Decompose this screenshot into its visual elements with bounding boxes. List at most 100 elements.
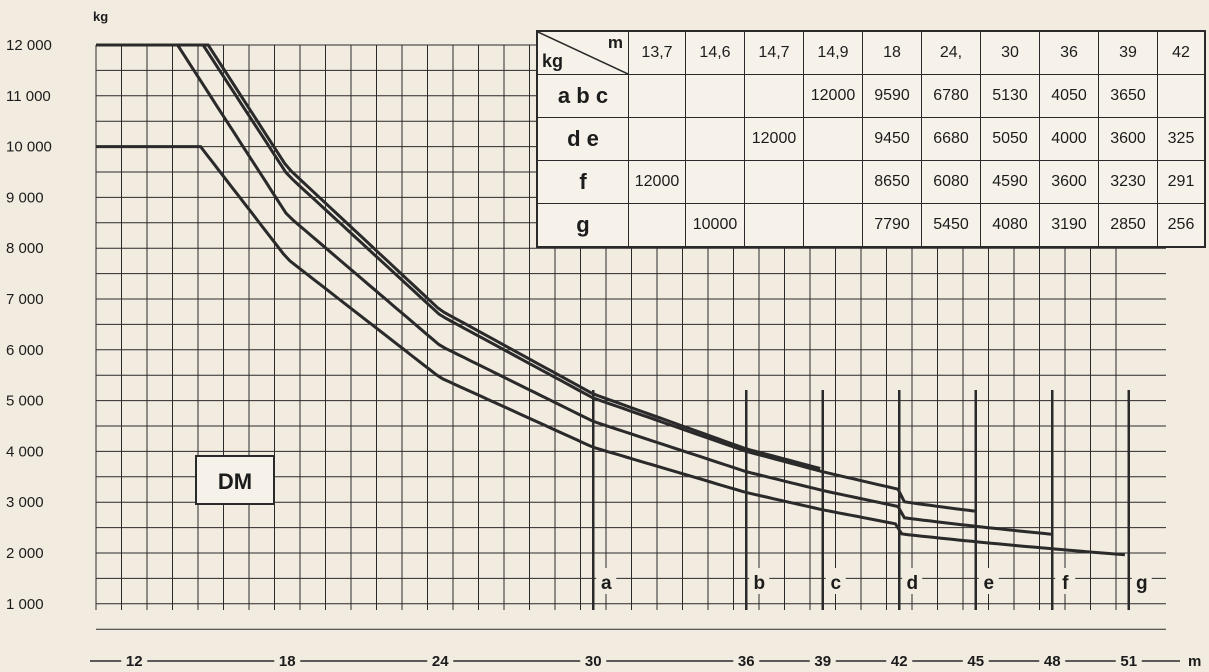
x-tick-label: 51 bbox=[1120, 653, 1137, 670]
table-cell bbox=[803, 203, 863, 248]
corner-divider bbox=[538, 32, 628, 74]
load-curves bbox=[96, 43, 1126, 557]
row-label: f bbox=[536, 160, 629, 204]
y-axis: 12 000 11 000 10 000 9 000 8 000 7 000 6 000 5 … bbox=[6, 37, 52, 613]
header-cell: 14,9 bbox=[803, 30, 863, 75]
x-tick-bg bbox=[733, 650, 760, 670]
load-curve-abc bbox=[96, 43, 821, 470]
load-curve-de bbox=[96, 43, 975, 513]
table-cell: 4590 bbox=[980, 160, 1040, 204]
y-tick-label: 9 000 bbox=[6, 189, 44, 206]
x-axis-unit: m bbox=[1188, 653, 1201, 670]
y-tick-label: 1 000 bbox=[6, 596, 44, 613]
y-tick-label: 5 000 bbox=[6, 393, 44, 410]
header-cell: 13,7 bbox=[628, 30, 686, 75]
table-cell: 10000 bbox=[685, 203, 745, 248]
y-tick-label: 11 000 bbox=[6, 88, 51, 105]
x-tick-label: 30 bbox=[585, 653, 602, 670]
boom-label-d: d bbox=[906, 573, 918, 594]
x-tick-bg bbox=[962, 650, 989, 670]
x-tick-bg bbox=[1039, 650, 1066, 670]
boom-label-bg bbox=[902, 568, 923, 594]
load-curve-g bbox=[96, 145, 1126, 557]
x-tick-label: 24 bbox=[432, 653, 449, 670]
boom-label-g: g bbox=[1136, 573, 1148, 594]
table-cell: 5130 bbox=[980, 74, 1040, 118]
boom-label-b: b bbox=[753, 573, 765, 594]
table-cell: 291 bbox=[1157, 160, 1206, 204]
table-cell bbox=[685, 160, 745, 204]
corner-m-label: m bbox=[607, 33, 623, 52]
x-tick-label: 45 bbox=[967, 653, 984, 670]
table-cell bbox=[628, 203, 686, 248]
x-tick-bg bbox=[580, 650, 607, 670]
y-axis-unit: kg bbox=[93, 9, 108, 24]
table-cell: 4050 bbox=[1039, 74, 1099, 118]
table-cell bbox=[803, 117, 863, 161]
table-cell: 6680 bbox=[921, 117, 981, 161]
table-cell: 6080 bbox=[921, 160, 981, 204]
x-tick-bg bbox=[886, 650, 913, 670]
table-cell: 3600 bbox=[1098, 117, 1158, 161]
table-cell: 7790 bbox=[862, 203, 922, 248]
boom-label-bg bbox=[1055, 568, 1076, 594]
y-tick-label: 10 000 bbox=[6, 139, 52, 156]
table-cell: 2850 bbox=[1098, 203, 1158, 248]
table-cell: 9590 bbox=[862, 74, 922, 118]
boom-label-bg bbox=[749, 568, 770, 594]
table-cell: 3230 bbox=[1098, 160, 1158, 204]
table-cell bbox=[744, 160, 804, 204]
boom-label-f: f bbox=[1062, 573, 1069, 594]
boom-label-a: a bbox=[601, 573, 612, 594]
dm-label: DM bbox=[218, 469, 252, 494]
x-tick-bg bbox=[809, 650, 836, 670]
table-cell: 12000 bbox=[744, 117, 804, 161]
x-tick-label: 42 bbox=[891, 653, 908, 670]
table-cell: 12000 bbox=[628, 160, 686, 204]
table-row: f 12000 8650 6080 4590 3600 3230 291 bbox=[536, 160, 1206, 204]
table-cell bbox=[628, 117, 686, 161]
boom-label-bg bbox=[825, 568, 846, 594]
table-cell: 325 bbox=[1157, 117, 1206, 161]
table-cell: 4000 bbox=[1039, 117, 1099, 161]
table-cell bbox=[744, 203, 804, 248]
header-cell: 14,6 bbox=[685, 30, 745, 75]
x-tick-bg bbox=[274, 650, 301, 670]
table-cell bbox=[685, 117, 745, 161]
x-tick-label: 12 bbox=[126, 653, 143, 670]
header-cell: 39 bbox=[1098, 30, 1158, 75]
boom-label-bg bbox=[1131, 568, 1152, 594]
y-tick-label: 6 000 bbox=[6, 342, 44, 359]
x-axis: 12 18 24 30 36 39 42 45 48 51 m bbox=[90, 650, 1201, 670]
boom-label-bg bbox=[596, 568, 617, 594]
header-cell: 36 bbox=[1039, 30, 1099, 75]
x-tick-bg bbox=[1115, 650, 1142, 670]
table-corner: kg m bbox=[536, 30, 629, 75]
x-tick-bg bbox=[427, 650, 454, 670]
table-cell: 3190 bbox=[1039, 203, 1099, 248]
y-tick-label: 2 000 bbox=[6, 545, 44, 562]
x-tick-label: 36 bbox=[738, 653, 755, 670]
header-cell: 24, bbox=[921, 30, 981, 75]
table-cell: 3650 bbox=[1098, 74, 1158, 118]
x-tick-label: 39 bbox=[814, 653, 831, 670]
table-cell bbox=[1157, 74, 1206, 118]
y-tick-label: 7 000 bbox=[6, 291, 44, 308]
header-cell: 14,7 bbox=[744, 30, 804, 75]
header-cell: 30 bbox=[980, 30, 1040, 75]
row-label: a b c bbox=[536, 74, 629, 118]
table-cell: 4080 bbox=[980, 203, 1040, 248]
table-cell: 5450 bbox=[921, 203, 981, 248]
table-header-row: kg m 13,7 14,6 14,7 14,9 18 24, 30 36 39… bbox=[536, 30, 1206, 75]
load-curve-f bbox=[96, 43, 1052, 536]
y-tick-label: 4 000 bbox=[6, 443, 44, 460]
boom-label-c: c bbox=[830, 573, 841, 594]
row-label: d e bbox=[536, 117, 629, 161]
y-tick-label: 3 000 bbox=[6, 494, 44, 511]
table-cell bbox=[685, 74, 745, 118]
x-tick-label: 48 bbox=[1044, 653, 1061, 670]
table-cell: 6780 bbox=[921, 74, 981, 118]
dm-annotation: DM bbox=[195, 455, 275, 505]
table-cell: 9450 bbox=[862, 117, 922, 161]
